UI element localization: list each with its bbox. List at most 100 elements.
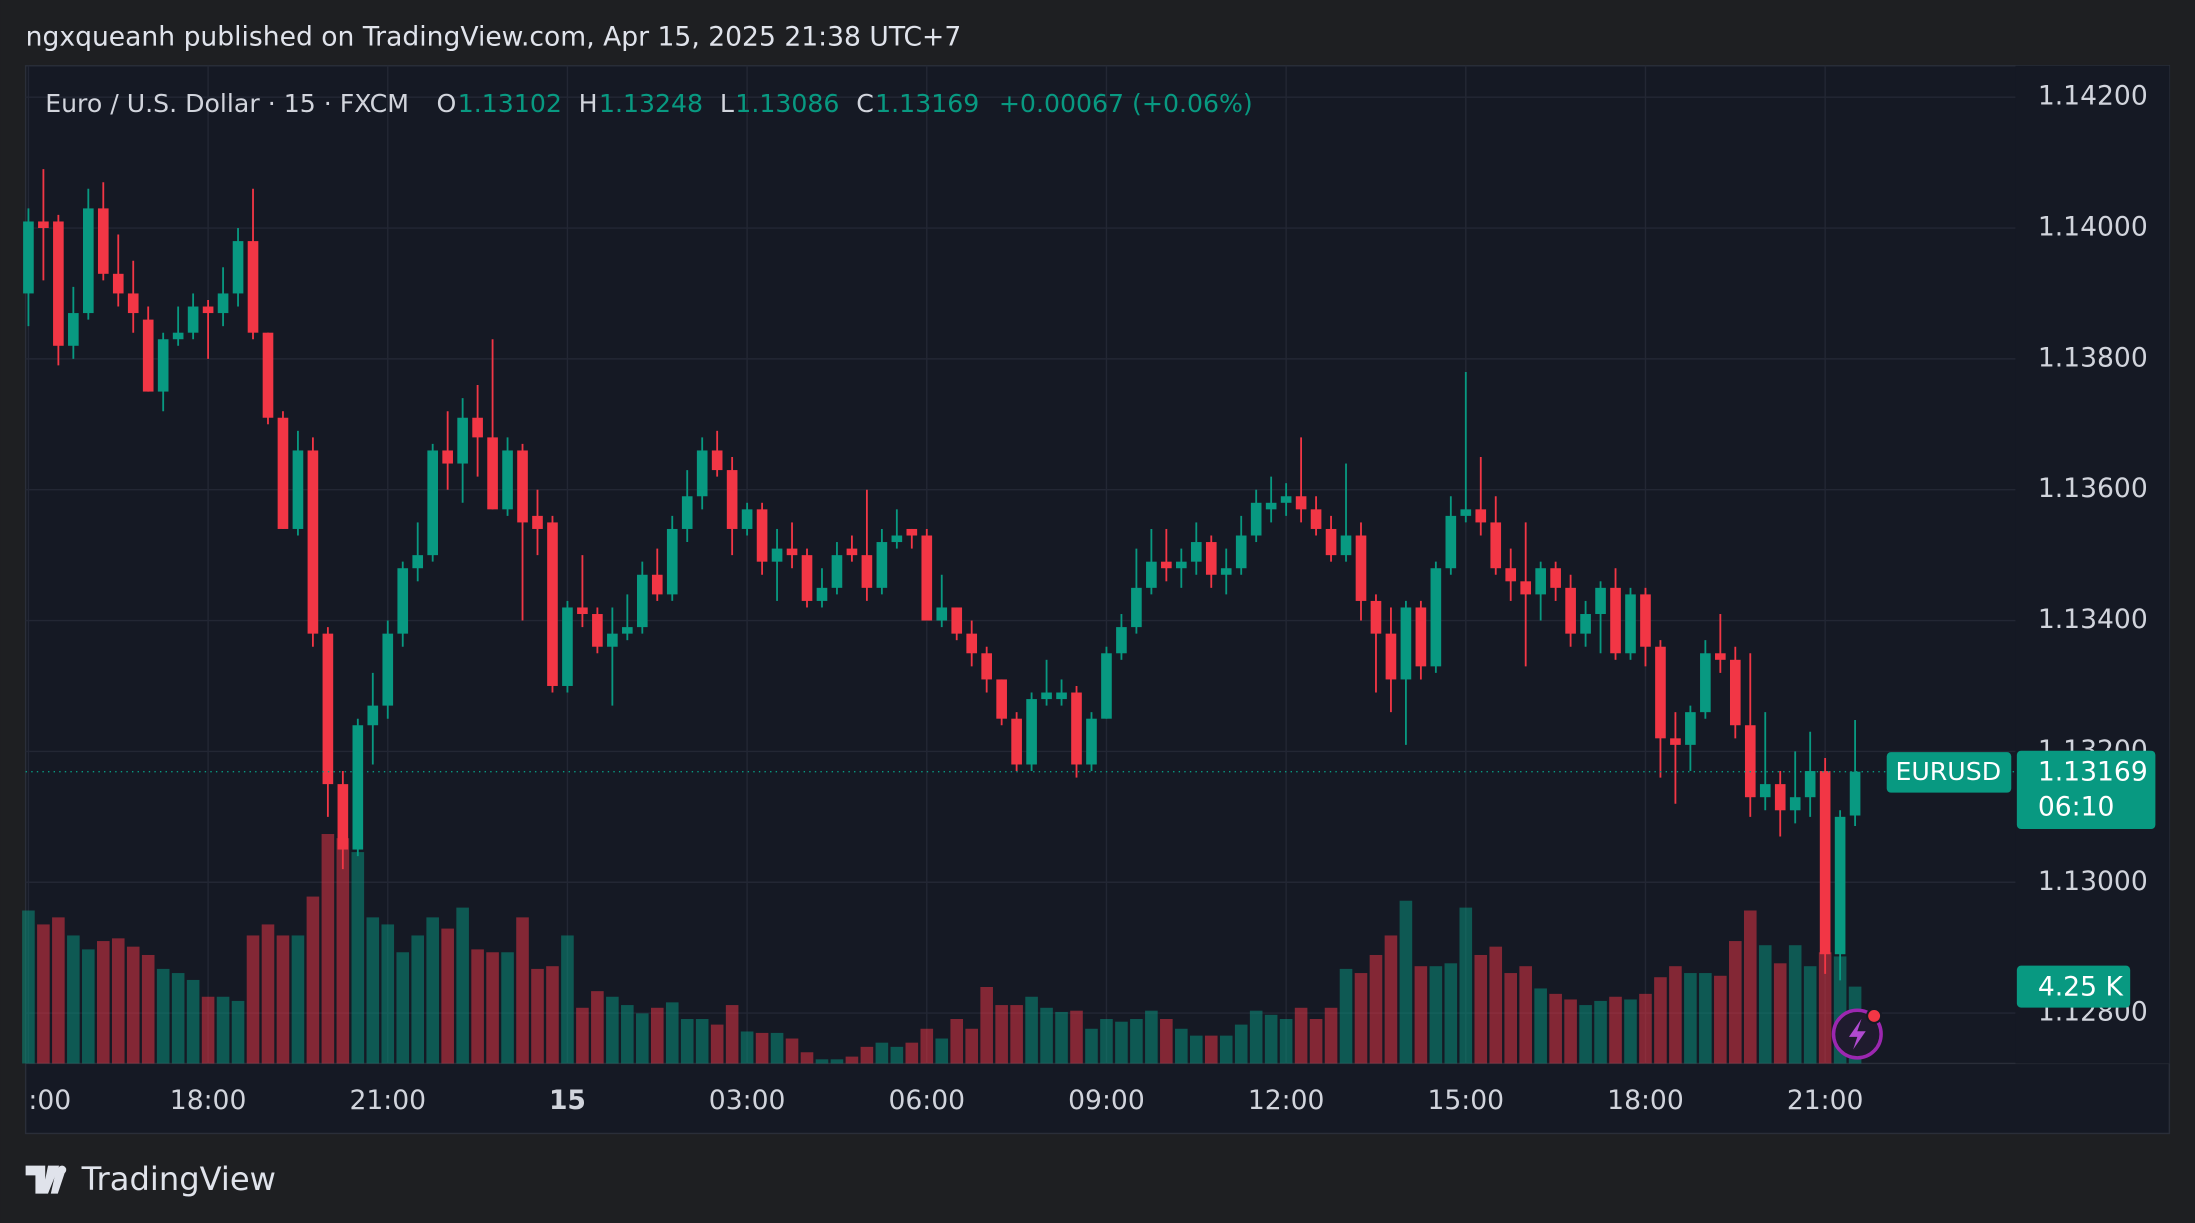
- candle-body: [741, 509, 753, 529]
- candle-body: [322, 633, 334, 785]
- candle-body: [1176, 561, 1187, 569]
- candle-body: [876, 542, 888, 588]
- volume-bar: [695, 1018, 709, 1064]
- y-tick-label: 1.13000: [2038, 866, 2148, 897]
- volume-bar: [516, 917, 529, 1064]
- candle-body: [651, 574, 663, 595]
- candle-body: [1161, 561, 1172, 569]
- candle-body: [1700, 653, 1711, 713]
- volume-bar: [1160, 1018, 1173, 1064]
- candle-body: [1355, 535, 1367, 601]
- candle-body: [142, 319, 154, 392]
- candle-body: [966, 633, 978, 654]
- volume-bar: [800, 1052, 814, 1064]
- volume-bar: [1549, 993, 1562, 1064]
- candle-body: [307, 450, 319, 634]
- ticker-label: EURUSD: [1895, 757, 2001, 786]
- volume-bar: [1504, 973, 1518, 1064]
- candle-body: [1220, 568, 1232, 575]
- candle-body: [97, 208, 109, 274]
- candle-body: [1235, 535, 1247, 569]
- candle-body: [232, 241, 244, 294]
- volume-bar: [890, 1046, 904, 1064]
- volume-bar: [111, 938, 125, 1064]
- volume-bar: [321, 834, 335, 1064]
- volume-bar: [1459, 907, 1473, 1064]
- volume-bar: [1399, 900, 1413, 1064]
- volume-bar: [950, 1018, 964, 1064]
- candle-body: [816, 587, 828, 601]
- candle-body: [801, 555, 813, 601]
- x-tick-label: 06:00: [888, 1085, 965, 1116]
- y-tick-label: 1.13400: [2038, 604, 2148, 635]
- candle-body: [1475, 509, 1487, 523]
- candle-body: [756, 509, 768, 562]
- volume-bar: [52, 917, 65, 1064]
- candle-body: [891, 535, 903, 543]
- volume-bar: [740, 1031, 754, 1064]
- volume-bar: [1010, 1005, 1023, 1064]
- volume-bar: [1609, 996, 1622, 1064]
- volume-bar: [1639, 993, 1652, 1064]
- candle-body: [1729, 659, 1741, 726]
- x-tick-label: 12:00: [1248, 1085, 1325, 1116]
- volume-bar: [1145, 1010, 1158, 1064]
- candle-body: [1715, 653, 1726, 660]
- alert-icon[interactable]: [1831, 1007, 1883, 1060]
- candle-body: [397, 568, 409, 634]
- candle-body: [82, 208, 94, 314]
- volume-bar: [1489, 946, 1503, 1064]
- volume-bar: [1100, 1018, 1113, 1064]
- candle-body: [53, 221, 64, 346]
- volume-bar: [1085, 1028, 1098, 1064]
- x-tick-label: :00: [28, 1085, 71, 1116]
- volume-bar: [710, 1024, 724, 1064]
- volume-bar: [82, 949, 95, 1064]
- candle-body: [1565, 587, 1576, 634]
- volume-bar: [411, 935, 425, 1064]
- volume-bar: [381, 924, 395, 1064]
- volume-bar: [351, 852, 365, 1064]
- volume-bar: [1055, 1011, 1068, 1064]
- last-price-label: 1.13169: [2038, 757, 2148, 788]
- x-tick-label: 18:00: [1607, 1085, 1684, 1116]
- candle-body: [1670, 738, 1681, 745]
- candle-body: [726, 470, 738, 529]
- candle-body: [172, 332, 184, 340]
- candle-body: [1250, 502, 1262, 536]
- candle-body: [1385, 633, 1397, 680]
- volume-bar: [1699, 973, 1712, 1064]
- candle-body: [38, 221, 49, 229]
- candle-body: [23, 221, 34, 294]
- candle-body: [771, 548, 783, 562]
- candle-body: [786, 548, 798, 556]
- volume-bar: [1204, 1035, 1218, 1064]
- candle-body: [1295, 496, 1307, 510]
- volume-bar: [216, 996, 230, 1064]
- candle-body: [1205, 542, 1217, 575]
- volume-bar: [1339, 968, 1353, 1064]
- volume-bar: [1115, 1021, 1128, 1064]
- ohlc-letter: O: [437, 89, 457, 118]
- volume-bar: [1714, 975, 1727, 1064]
- volume-bar: [1219, 1035, 1233, 1064]
- volume-bar: [1354, 973, 1368, 1064]
- volume-bar: [306, 896, 320, 1064]
- candle-body: [157, 339, 169, 392]
- axes: :00 18:00 21:00 15 03:00 06:00 09:00 12:00 15:00…: [28, 1085, 1863, 1116]
- candle-body: [202, 306, 214, 314]
- volume-bar: [650, 1007, 664, 1064]
- candle-body: [1685, 712, 1696, 745]
- volume-bar: [1788, 945, 1802, 1064]
- volume-bar: [201, 996, 215, 1064]
- volume-bar: [441, 928, 454, 1064]
- volume-bar: [1519, 966, 1532, 1064]
- volume-bar: [1309, 1018, 1323, 1064]
- candle-body: [1101, 653, 1112, 719]
- volume-bar: [680, 1018, 694, 1064]
- volume-bar: [1773, 963, 1787, 1064]
- candle-body: [1744, 725, 1756, 798]
- volume-bar: [546, 966, 559, 1064]
- candle-body: [187, 306, 199, 333]
- candle-body: [1086, 718, 1097, 765]
